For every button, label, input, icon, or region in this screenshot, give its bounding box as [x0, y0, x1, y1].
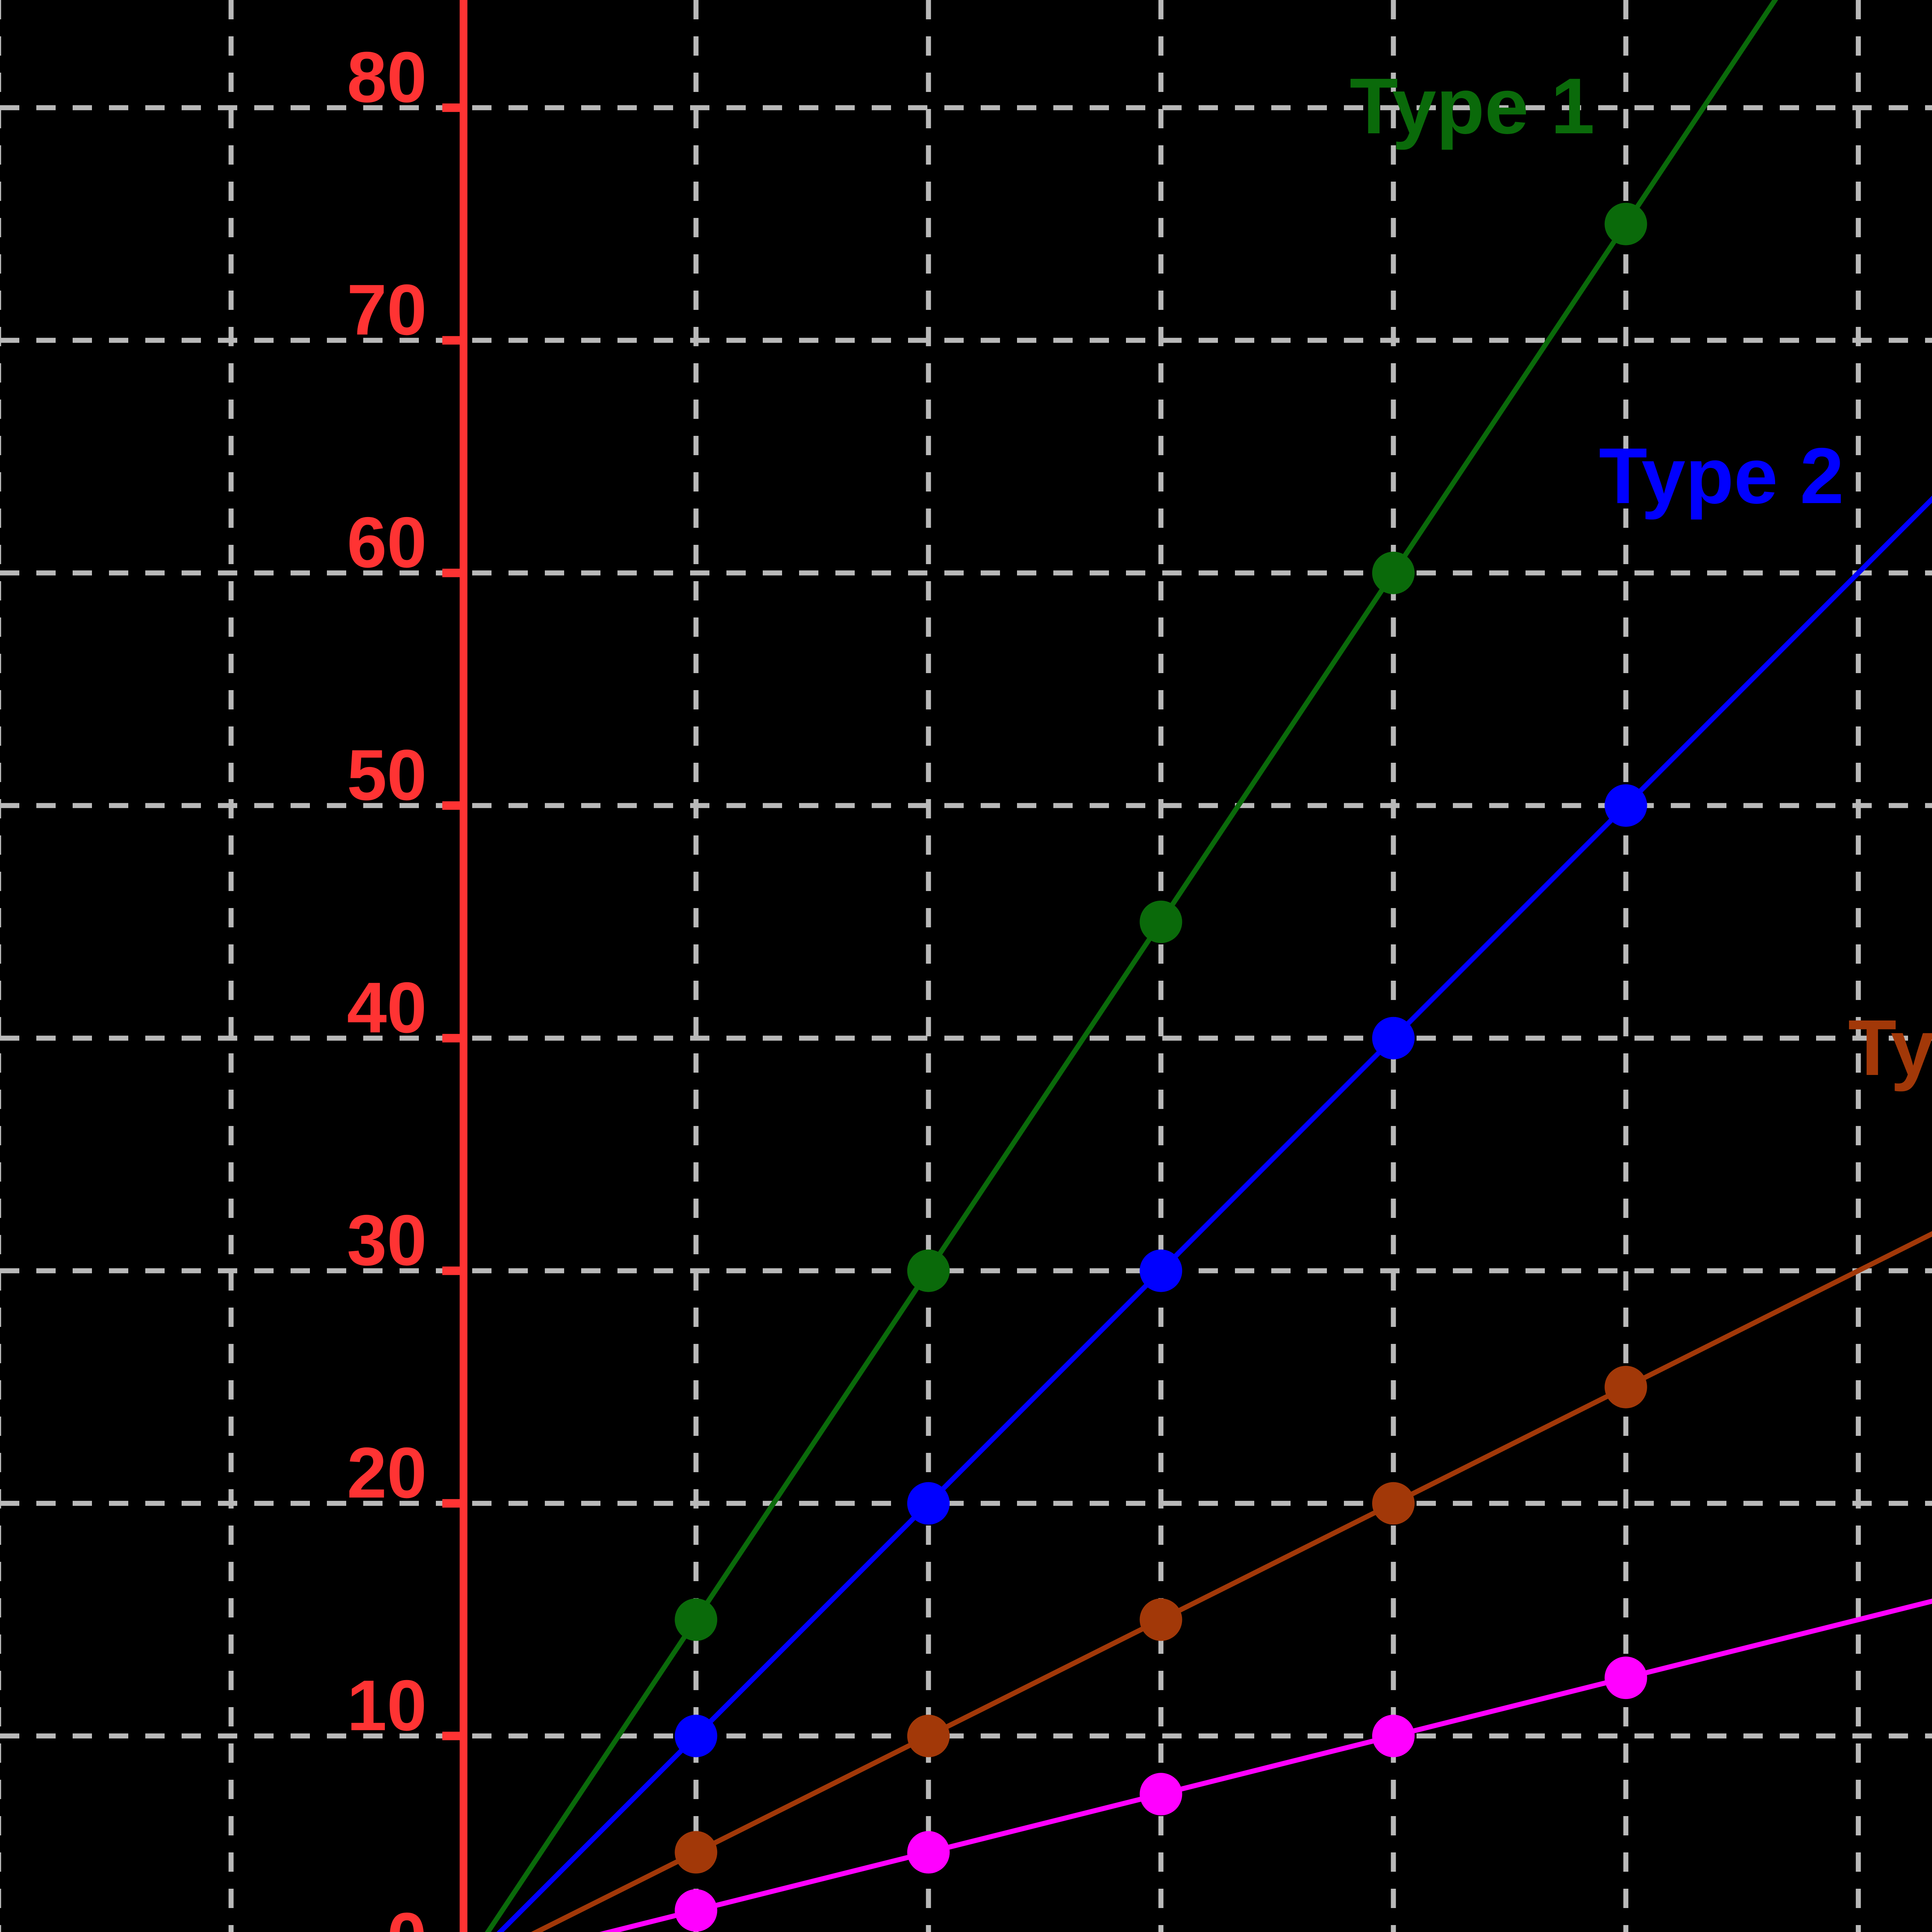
y-tick-label: 30 [347, 1201, 427, 1281]
line-type-3[interactable] [0, 889, 1932, 1932]
y-tick-label: 10 [347, 1666, 427, 1746]
data-point-type-4[interactable] [907, 1831, 950, 1874]
series-label-type-2: Type 2 [1599, 432, 1844, 520]
data-point-type-2[interactable] [1604, 784, 1647, 827]
tick-labels: -505101520253035404501020304050607080 [347, 37, 427, 1932]
data-point-type-3[interactable] [1604, 1366, 1647, 1408]
data-point-type-1[interactable] [1604, 202, 1647, 245]
data-point-type-4[interactable] [675, 1889, 718, 1932]
data-point-type-4[interactable] [1372, 1714, 1415, 1757]
axis-ticks [442, 103, 464, 1740]
data-point-type-3[interactable] [675, 1831, 718, 1874]
series-labels: Type 1 Type 2 Type 3 Type 4 [1350, 62, 1932, 1092]
series-points [675, 202, 1647, 1932]
y-tick-label: 40 [347, 968, 427, 1048]
series-label-type-1: Type 1 [1350, 62, 1595, 150]
data-point-type-1[interactable] [907, 1249, 950, 1292]
line-type-4[interactable] [0, 1429, 1932, 1932]
data-point-type-2[interactable] [1139, 1249, 1182, 1292]
data-point-type-4[interactable] [1604, 1656, 1647, 1699]
y-tick-label: 50 [347, 735, 427, 815]
data-point-type-3[interactable] [907, 1714, 950, 1757]
y-tick-label: 0 [387, 1898, 427, 1932]
y-tick-label: 20 [347, 1433, 427, 1513]
y-tick-label: 60 [347, 503, 427, 583]
data-point-type-3[interactable] [1372, 1482, 1415, 1525]
series-label-type-3: Type 3 [1848, 1003, 1932, 1092]
data-point-type-1[interactable] [1372, 551, 1415, 594]
data-point-type-2[interactable] [675, 1714, 718, 1757]
y-tick-label: 70 [347, 270, 427, 350]
data-point-type-4[interactable] [1139, 1773, 1182, 1816]
data-point-type-1[interactable] [1139, 900, 1182, 943]
data-point-type-1[interactable] [675, 1598, 718, 1641]
y-tick-label: 80 [347, 37, 427, 117]
data-point-type-3[interactable] [1139, 1598, 1182, 1641]
data-point-type-2[interactable] [1372, 1017, 1415, 1060]
data-point-type-2[interactable] [907, 1482, 950, 1525]
